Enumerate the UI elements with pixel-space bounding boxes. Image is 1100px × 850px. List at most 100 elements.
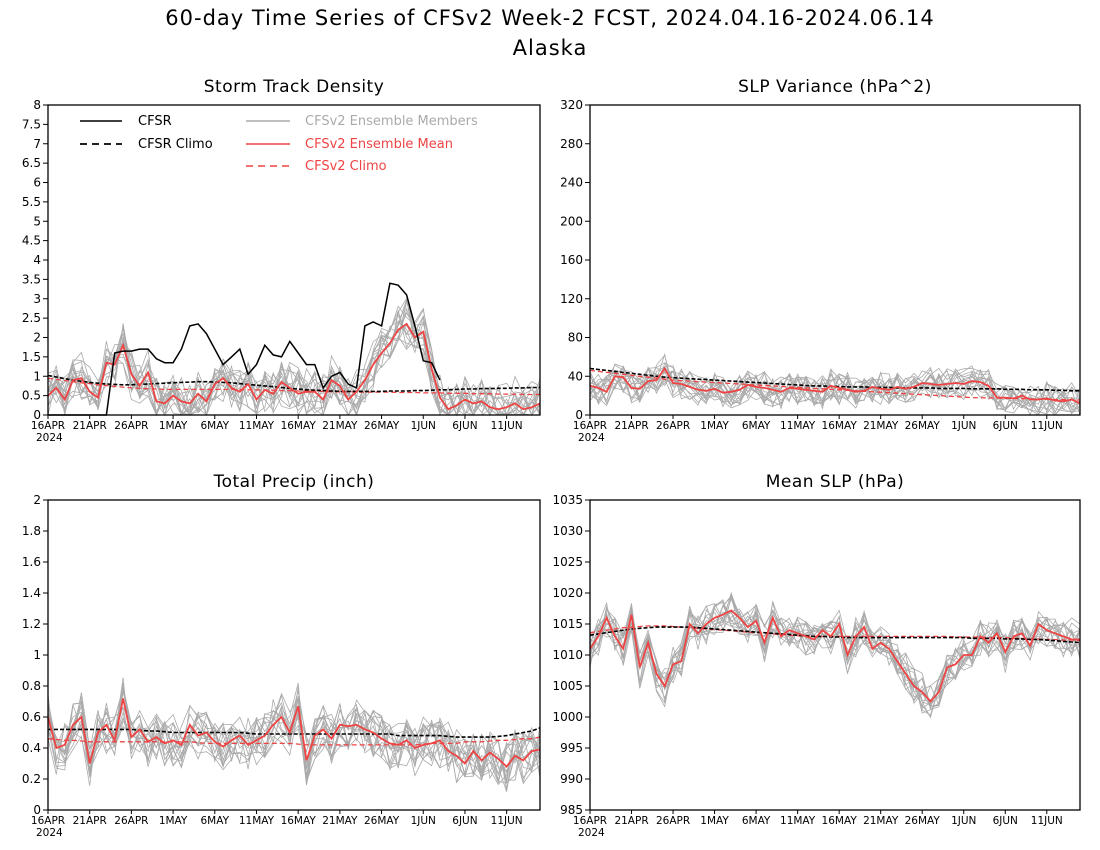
y-tick-label: 320 — [560, 98, 583, 112]
y-tick-label: 6.5 — [22, 156, 41, 170]
x-tick-label: 1MAY — [159, 815, 188, 827]
y-tick-label: 1005 — [552, 679, 583, 693]
cfsr-line — [48, 282, 441, 416]
x-tick-label: 21MAY — [322, 420, 358, 432]
y-tick-label: 160 — [560, 253, 583, 267]
y-tick-label: 240 — [560, 176, 583, 190]
plot-frame — [47, 499, 541, 811]
cfsr-climo-line — [47, 374, 540, 393]
y-tick-label: 8 — [33, 98, 41, 112]
ensemble-member-line — [589, 369, 1081, 411]
y-tick-label: 995 — [560, 741, 583, 755]
x-tick-label: 6MAY — [201, 420, 230, 432]
y-tick-label: 1.2 — [22, 617, 41, 631]
y-tick-label: 990 — [560, 772, 583, 786]
figure-title: 60-day Time Series of CFSv2 Week-2 FCST,… — [165, 6, 935, 30]
y-tick-label: 40 — [568, 369, 583, 383]
cfsv2-climo-line — [47, 377, 540, 396]
x-tick-label: 11JUN — [1031, 815, 1063, 827]
ensemble-member-line — [47, 687, 541, 778]
x-tick-label: 11JUN — [1031, 420, 1063, 432]
ensemble-member-line — [47, 305, 541, 416]
y-tick-label: 1.6 — [22, 555, 41, 569]
panel-3: Mean SLP (hPa) 985 990 995 1000 1005 1010 1015 1… — [552, 472, 1081, 839]
y-tick-label: 120 — [560, 292, 583, 306]
panel-title: Mean SLP (hPa) — [766, 472, 905, 492]
y-tick-label: 2.5 — [22, 311, 41, 325]
panel-1: SLP Variance (hPa^2) 0 40 80 120 160 200 240 280… — [560, 77, 1081, 444]
figure-subtitle: Alaska — [512, 36, 588, 60]
y-tick-label: 80 — [568, 331, 583, 345]
y-tick-label: 1020 — [552, 586, 583, 600]
x-tick-label: 6JUN — [993, 420, 1018, 432]
panel-title: SLP Variance (hPa^2) — [738, 77, 932, 97]
legend-cfsv2-climo-label: CFSv2 Climo — [305, 159, 387, 174]
ensemble-member-line — [589, 365, 1081, 413]
x-tick-label: 16MAY — [281, 815, 317, 827]
x-tick-label: 21MAY — [863, 420, 899, 432]
y-tick-label: 0 — [575, 408, 583, 422]
x-tick-label: 16MAY — [822, 815, 858, 827]
ensemble-member-line — [47, 677, 541, 784]
ensemble-members — [589, 591, 1081, 719]
legend-members-label: CFSv2 Ensemble Members — [305, 114, 478, 129]
panel-2: Total Precip (inch) 0 0.2 0.4 0.6 0.8 1 1.2 1.4 1… — [22, 472, 541, 839]
x-tick-label: 21APR — [614, 420, 648, 432]
x-tick-label: 16APR — [573, 420, 607, 432]
x-tick-label: 16APR — [573, 815, 607, 827]
y-tick-label: 5 — [33, 214, 41, 228]
y-tick-label: 1035 — [552, 493, 583, 507]
cfsr-climo-line — [589, 367, 1080, 392]
plot-frame — [589, 499, 1081, 811]
y-tick-label: 1015 — [552, 617, 583, 631]
panel-title: Storm Track Density — [204, 77, 385, 97]
x-tick-label: 6JUN — [993, 815, 1018, 827]
legend-cfsr-label: CFSR — [138, 114, 172, 129]
x-tick-label: 1JUN — [951, 420, 976, 432]
x-year-label: 2024 — [578, 827, 605, 839]
x-tick-label: 21MAY — [322, 815, 358, 827]
y-tick-label: 7 — [33, 137, 41, 151]
y-tick-label: 6 — [33, 176, 41, 190]
y-tick-label: 1025 — [552, 555, 583, 569]
x-year-label: 2024 — [578, 432, 605, 444]
y-tick-label: 1010 — [552, 648, 583, 662]
x-tick-label: 16MAY — [281, 420, 317, 432]
x-tick-label: 6MAY — [742, 815, 771, 827]
x-tick-label: 16APR — [31, 815, 65, 827]
ensemble-member-line — [589, 600, 1081, 706]
y-tick-label: 0.6 — [22, 710, 41, 724]
ensemble-member-line — [589, 363, 1081, 415]
panel-0: Storm Track Density 0 0.5 1 1.5 2 2.5 3 3.5 4 4.5 5… — [22, 77, 541, 444]
x-tick-label: 16APR — [31, 420, 65, 432]
y-tick-label: 1 — [33, 369, 41, 383]
plot-frame — [47, 104, 541, 416]
x-tick-label: 11MAY — [780, 815, 816, 827]
x-tick-label: 26APR — [656, 815, 690, 827]
legend: CFSR CFSR Climo CFSv2 Ensemble Members CFSv… — [80, 114, 478, 174]
x-year-label: 2024 — [36, 827, 63, 839]
x-tick-label: 21APR — [73, 815, 107, 827]
y-tick-label: 985 — [560, 803, 583, 817]
cfsv2-ensemble-mean-line — [589, 366, 1081, 405]
x-tick-label: 26APR — [114, 815, 148, 827]
x-tick-label: 6JUN — [452, 420, 477, 432]
x-tick-label: 26APR — [114, 420, 148, 432]
x-tick-label: 11MAY — [780, 420, 816, 432]
y-tick-label: 1.4 — [22, 586, 41, 600]
x-tick-label: 16MAY — [822, 420, 858, 432]
ensemble-member-line — [589, 614, 1080, 707]
y-tick-label: 3.5 — [22, 272, 41, 286]
ensemble-member-line — [589, 604, 1081, 708]
ensemble-member-line — [589, 367, 1081, 413]
x-tick-label: 11MAY — [239, 420, 275, 432]
x-tick-label: 1MAY — [700, 420, 729, 432]
y-tick-label: 5.5 — [22, 195, 41, 209]
cfsv2-ensemble-mean-line — [47, 322, 541, 411]
x-year-label: 2024 — [36, 432, 63, 444]
ensemble-members — [47, 297, 541, 417]
x-tick-label: 11MAY — [239, 815, 275, 827]
x-tick-label: 21APR — [73, 420, 107, 432]
y-tick-label: 1000 — [552, 710, 583, 724]
